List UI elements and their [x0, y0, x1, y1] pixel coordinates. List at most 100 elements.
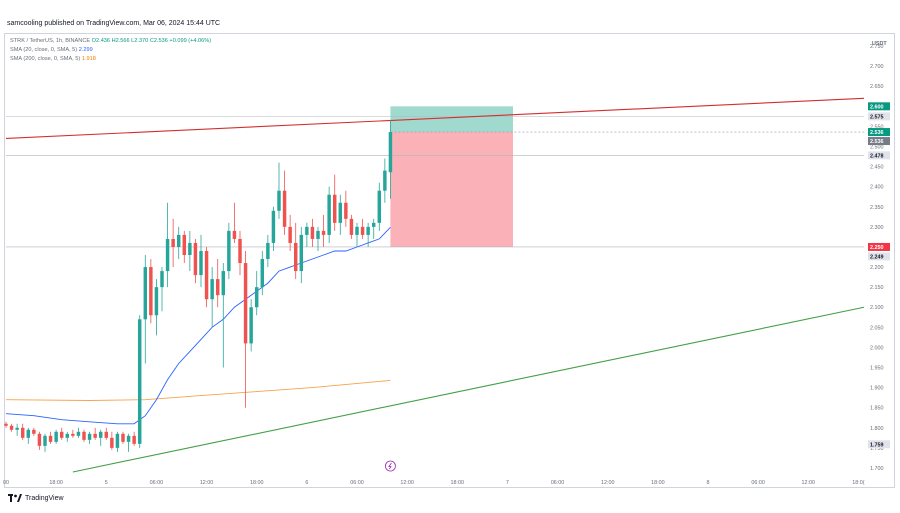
- candle-body-68: [383, 170, 387, 191]
- price-badge-text-1: 2.575: [870, 114, 884, 120]
- x-tick-label-4: 12:00: [200, 480, 214, 486]
- support-trendline: [72, 306, 865, 473]
- candle-body-33: [188, 242, 192, 255]
- x-tick-label-7: 06:00: [350, 480, 364, 486]
- candle-body-24: [137, 319, 142, 444]
- x-tick-label-15: 06:00: [751, 480, 765, 486]
- candle-body-9: [54, 431, 58, 442]
- x-tick-label-2: 5: [105, 480, 108, 486]
- legend-sma200-row[interactable]: SMA (200, close, 0, SMA, 5) 1.918: [10, 55, 211, 64]
- y-tick-label-7: 2.400: [870, 185, 884, 191]
- x-tick-label-12: 12:00: [601, 480, 615, 486]
- price-badge-2: [868, 128, 890, 137]
- y-tick-label-6: 2.450: [870, 165, 884, 171]
- candle-body-31: [176, 234, 181, 247]
- candle-body-64: [360, 226, 365, 235]
- candle-body-26: [149, 267, 153, 316]
- published-info: samcooling published on TradingView.com,…: [7, 20, 221, 27]
- candle-body-8: [48, 435, 53, 442]
- price-badge-4: [868, 151, 890, 160]
- chart-frame[interactable]: [4, 33, 895, 488]
- candle-body-18: [104, 431, 109, 438]
- price-badge-text-6: 2.249: [870, 254, 884, 260]
- x-tick-label-17: 18:0(: [852, 480, 864, 486]
- price-badge-text-4: 2.478: [870, 153, 884, 159]
- y-tick-label-20: 1.750: [870, 446, 884, 452]
- candle-body-51: [288, 226, 292, 243]
- candle-body-58: [327, 194, 331, 235]
- candle-body-59: [332, 194, 337, 223]
- candle-body-60: [338, 202, 343, 223]
- y-tick-label-5: 2.500: [870, 145, 884, 151]
- top-bar: samcooling published on TradingView.com,…: [0, 0, 900, 30]
- candle-body-35: [199, 250, 203, 276]
- candle-body-55: [310, 226, 315, 239]
- x-tick-label-13: 18:00: [651, 480, 665, 486]
- price-badge-6: [868, 252, 890, 261]
- candle-body-61: [344, 202, 348, 219]
- y-tick-label-8: 2.350: [870, 205, 884, 211]
- x-tick-label-11: 06:00: [551, 480, 565, 486]
- candle-body-57: [321, 230, 326, 235]
- resistance-trendline: [5, 97, 865, 140]
- legend-symbol-row: STRK / TetherUS, 1h, BINANCE O2.436 H2.5…: [10, 37, 211, 46]
- candle-body-1: [9, 425, 14, 430]
- price-badge-text-0: 2.600: [870, 104, 884, 110]
- candle-body-44: [249, 307, 253, 344]
- candle-body-22: [126, 435, 131, 442]
- x-tick-label-0: 00: [3, 480, 9, 486]
- legend-sma20-label: SMA (20, close, 0, SMA, 5): [10, 47, 78, 53]
- y-tick-label-2: 2.650: [870, 84, 884, 90]
- candle-body-7: [43, 435, 47, 446]
- candle-body-36: [204, 250, 209, 300]
- candle-body-43: [243, 263, 248, 344]
- footer-brand: TradingView: [25, 494, 64, 502]
- y-tick-label-16: 1.950: [870, 366, 884, 372]
- candle-body-56: [316, 230, 320, 239]
- candle-body-54: [305, 226, 309, 235]
- candle-body-15: [87, 433, 92, 440]
- y-tick-label-17: 1.900: [870, 386, 884, 392]
- x-tick-label-6: 6: [305, 480, 308, 486]
- event-marker-icon: [385, 460, 396, 472]
- candle-body-25: [143, 267, 148, 320]
- candle-body-52: [293, 242, 298, 272]
- price-badge-7: [868, 440, 890, 449]
- sma20-line: [5, 226, 391, 425]
- footer: TradingView: [8, 494, 64, 502]
- candle-body-40: [227, 230, 231, 272]
- candle-body-49: [277, 190, 281, 211]
- candle-body-38: [215, 279, 220, 296]
- candle-body-45: [254, 287, 259, 308]
- candle-body-4: [26, 429, 31, 438]
- candle-body-19: [110, 437, 114, 448]
- candle-body-37: [210, 279, 214, 300]
- price-badge-text-5: 2.250: [870, 245, 884, 251]
- candle-body-30: [171, 238, 175, 247]
- y-tick-label-1: 2.700: [870, 64, 884, 70]
- legend-sma20-row[interactable]: SMA (20, close, 0, SMA, 5) 2.299: [10, 46, 211, 55]
- x-tick-label-9: 18:00: [451, 480, 465, 486]
- tradingview-logo-icon: [8, 494, 22, 502]
- currency-label: USDT: [872, 41, 887, 47]
- price-badge-5: [868, 242, 890, 251]
- price-badge-text-2: 2.536: [870, 130, 884, 136]
- candle-body-50: [282, 190, 287, 227]
- legend-sma200-value: 1.918: [81, 56, 96, 62]
- candle-body-46: [260, 259, 265, 288]
- candle-body-20: [115, 433, 120, 448]
- y-tick-label-4: 2.550: [870, 124, 884, 130]
- candle-body-6: [37, 433, 42, 446]
- price-badge-text-3: 2.536: [870, 139, 884, 145]
- candle-body-66: [371, 222, 376, 227]
- sma200-line: [5, 379, 391, 401]
- candle-body-11: [65, 433, 70, 438]
- candle-body-27: [154, 287, 159, 316]
- price-badge-3: [868, 137, 890, 146]
- event-marker-bolt: [388, 462, 392, 470]
- x-tick-label-5: 18:00: [250, 480, 264, 486]
- candle-body-10: [59, 431, 64, 438]
- candle-body-32: [182, 234, 187, 255]
- legend-sma200-label: SMA (200, close, 0, SMA, 5): [10, 56, 81, 62]
